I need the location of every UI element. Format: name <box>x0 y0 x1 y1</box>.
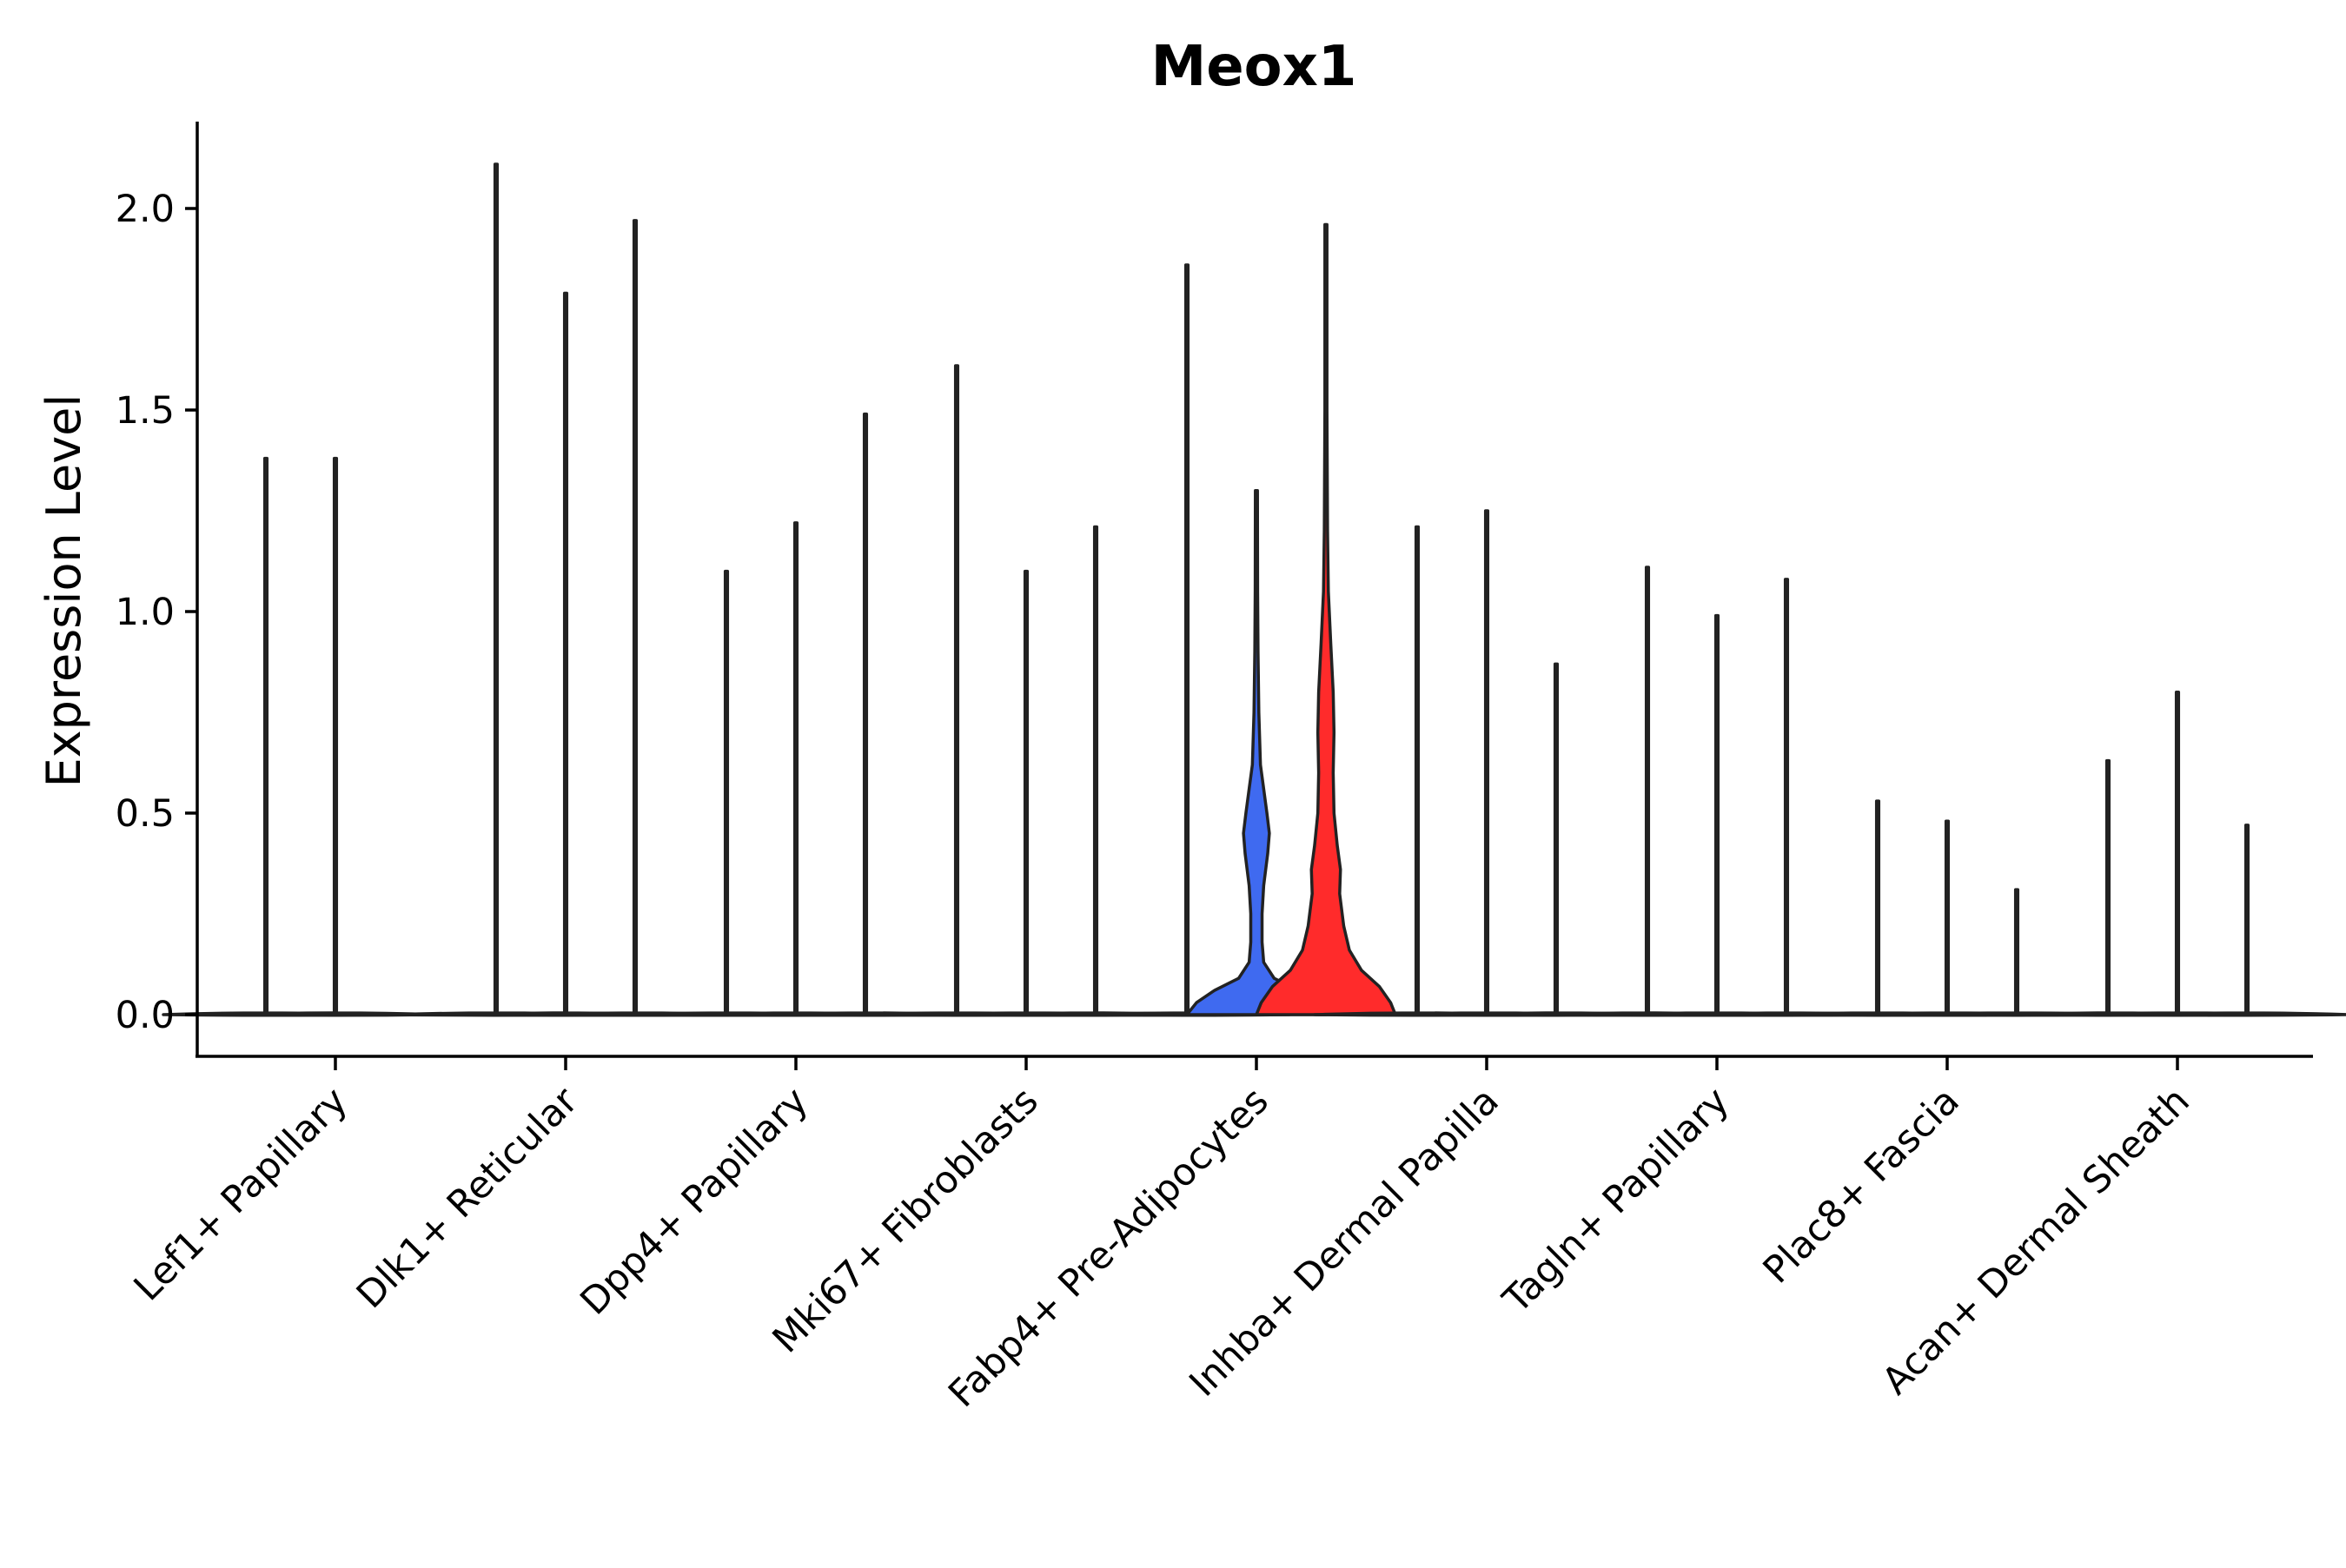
x-tick-label: Dlk1+ Reticular <box>348 1079 586 1317</box>
chart-title: Meox1 <box>1151 35 1357 99</box>
violin-layer <box>162 162 2346 1017</box>
violin-fabp4-pre-adipocytes-g3 <box>1255 222 1397 1016</box>
violin-fabp4-pre-adipocytes-g2 <box>1185 489 1328 1016</box>
y-ticks: 0.0 0.5 1.0 1.5 2.0 <box>116 188 197 1037</box>
axes-layer <box>196 122 2313 1058</box>
x-tick-label: Mki67+ Fibroblasts <box>765 1079 1047 1361</box>
x-tick-label: Lef1+ Papillary <box>126 1079 356 1309</box>
y-tick-label: 1.5 <box>116 389 175 433</box>
y-tick-label: 1.0 <box>116 591 175 634</box>
y-axis-label: Expression Level <box>36 394 91 788</box>
x-tick-label: Plac8+ Fascia <box>1755 1079 1968 1292</box>
y-tick-label: 0.0 <box>116 994 175 1037</box>
x-tick-label: Tagln+ Papillary <box>1494 1079 1738 1322</box>
y-tick-label: 2.0 <box>116 188 175 231</box>
violin-acan-dermal-sheath-g3 <box>2143 824 2346 1017</box>
x-tick-label: Dpp4+ Papillary <box>573 1079 817 1323</box>
y-tick-label: 0.5 <box>116 792 175 836</box>
